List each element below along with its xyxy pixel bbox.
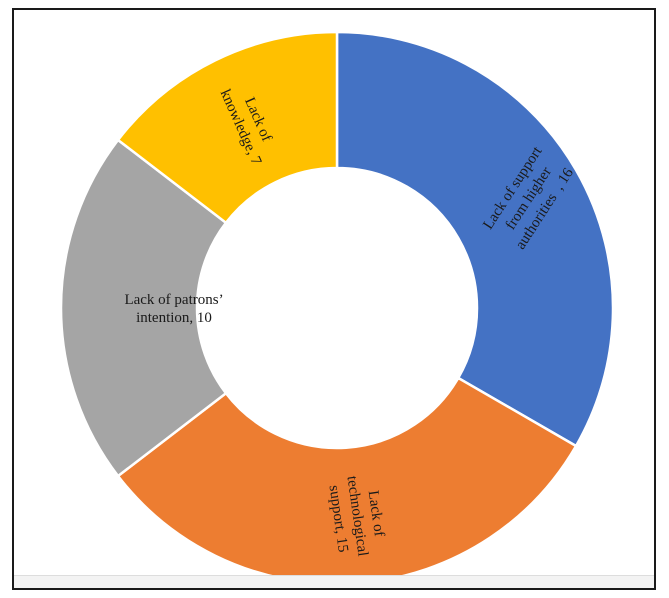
slice-label-line: Lack of [365, 489, 387, 537]
slice-4 [116, 30, 339, 225]
slice-label-3: Lack of patrons’ intention, 10 [124, 292, 223, 326]
slice-label-line: Lack of patrons’ [124, 292, 223, 308]
bottom-strip [14, 575, 654, 588]
slice-2 [116, 376, 578, 586]
slice-3 [59, 138, 228, 478]
chart-frame: Lack of supportfrom higherauthorities , … [12, 8, 656, 590]
slice-1 [335, 30, 615, 448]
donut-chart: Lack of supportfrom higherauthorities , … [59, 30, 615, 586]
slice-label-line: intention, 10 [136, 310, 212, 326]
